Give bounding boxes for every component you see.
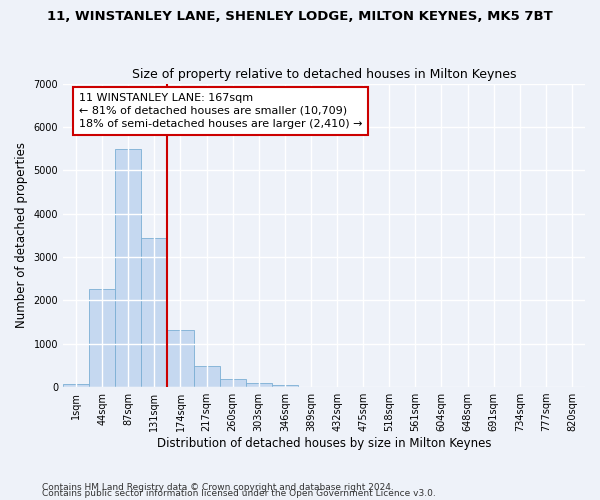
Text: Contains public sector information licensed under the Open Government Licence v3: Contains public sector information licen… xyxy=(42,490,436,498)
Bar xyxy=(63,384,89,387)
Bar xyxy=(272,385,298,387)
Bar xyxy=(142,238,167,387)
Bar xyxy=(115,150,142,387)
Bar xyxy=(167,330,194,387)
Bar xyxy=(220,379,246,387)
Bar xyxy=(194,366,220,387)
Bar xyxy=(246,383,272,387)
Y-axis label: Number of detached properties: Number of detached properties xyxy=(15,142,28,328)
Bar xyxy=(89,288,115,387)
Text: 11, WINSTANLEY LANE, SHENLEY LODGE, MILTON KEYNES, MK5 7BT: 11, WINSTANLEY LANE, SHENLEY LODGE, MILT… xyxy=(47,10,553,23)
Title: Size of property relative to detached houses in Milton Keynes: Size of property relative to detached ho… xyxy=(132,68,516,81)
Text: 11 WINSTANLEY LANE: 167sqm
← 81% of detached houses are smaller (10,709)
18% of : 11 WINSTANLEY LANE: 167sqm ← 81% of deta… xyxy=(79,92,362,129)
X-axis label: Distribution of detached houses by size in Milton Keynes: Distribution of detached houses by size … xyxy=(157,437,491,450)
Text: Contains HM Land Registry data © Crown copyright and database right 2024.: Contains HM Land Registry data © Crown c… xyxy=(42,484,394,492)
